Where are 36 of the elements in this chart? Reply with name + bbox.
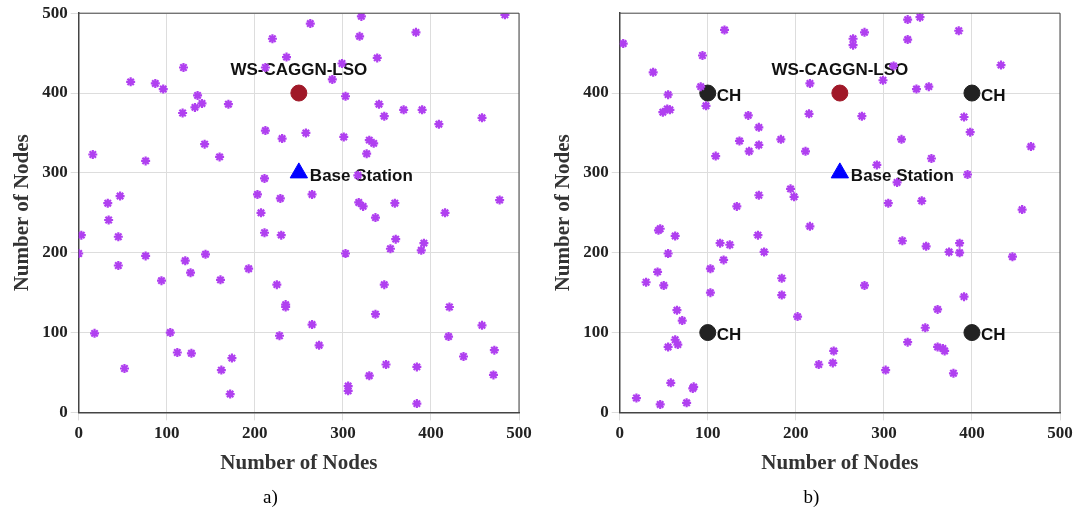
series-label: CH [716, 85, 742, 105]
y-tick-label: 400 [42, 82, 68, 102]
x-tick-label: 200 [242, 422, 268, 442]
x-tick-label: 300 [330, 422, 356, 442]
y-tick-label: 300 [583, 162, 609, 182]
x-tick-label: 0 [615, 422, 624, 442]
y-tick-label: 100 [42, 321, 68, 341]
text: CH [980, 85, 1006, 105]
text: b) [802, 486, 821, 508]
y-tick-label: 400 [583, 82, 609, 102]
y-tick-label: 0 [600, 401, 609, 421]
x-tick-label: 500 [506, 422, 532, 442]
y-tick-label: 200 [42, 242, 68, 262]
y-axis-title: Number of Nodes [550, 134, 575, 292]
series-label: WS-CAGGN-LSO [230, 60, 368, 80]
y-tick-label: 300 [42, 162, 68, 182]
x-tick-label: 0 [74, 422, 83, 442]
y-axis-title: Number of Nodes [9, 134, 34, 292]
x-tick-label: 300 [871, 422, 897, 442]
x-tick-label: 100 [154, 422, 180, 442]
x-tick-label: 400 [959, 422, 985, 442]
x-axis-title: Number of Nodes [220, 449, 378, 474]
y-tick-label: 500 [42, 2, 68, 22]
x-tick-label: 500 [1047, 422, 1073, 442]
y-tick-label: 0 [59, 401, 68, 421]
x-tick-label: 400 [418, 422, 444, 442]
text: CH [980, 325, 1006, 345]
x-tick-label: 200 [783, 422, 809, 442]
series-label: WS-CAGGN-LSO [771, 60, 909, 80]
x-axis-title: Number of Nodes [761, 449, 919, 474]
x-tick-label: 100 [695, 422, 721, 442]
text: a) [262, 486, 279, 508]
text: CH [716, 325, 742, 345]
y-tick-label: 200 [583, 242, 609, 262]
y-tick-label: 100 [583, 321, 609, 341]
series-label: Base Station [850, 165, 954, 185]
